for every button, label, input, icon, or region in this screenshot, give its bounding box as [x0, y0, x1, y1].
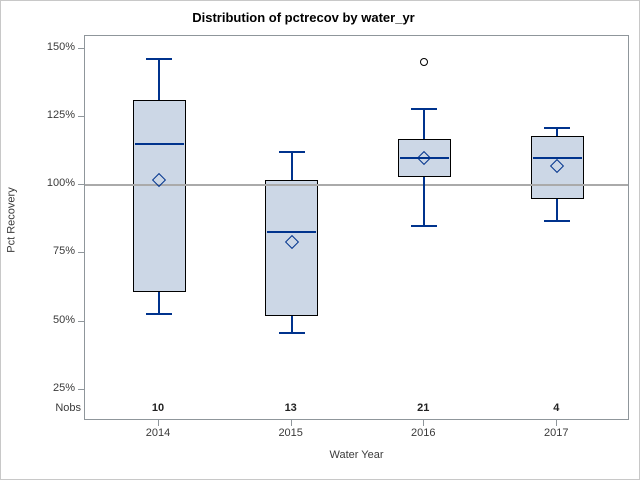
whisker-lower-stem-2014 — [158, 291, 160, 314]
y-axis-label: Pct Recovery — [6, 187, 19, 253]
whisker-upper-cap-2016 — [411, 107, 438, 110]
y-axis-tick-label: 150% — [46, 40, 75, 53]
outlier-point-2016 — [420, 58, 429, 67]
y-axis-tick — [78, 115, 84, 117]
plot-area — [84, 35, 629, 420]
median-line-2015 — [267, 230, 317, 233]
y-axis-tick-label: 75% — [52, 245, 75, 258]
x-axis-label: Water Year — [329, 449, 384, 461]
nobs-value: 4 — [553, 402, 560, 414]
median-line-2016 — [399, 156, 449, 159]
y-axis-tick-label: 125% — [46, 108, 75, 121]
x-axis-tick — [423, 420, 425, 426]
nobs-value: 10 — [151, 402, 165, 414]
whisker-upper-stem-2015 — [290, 152, 293, 180]
median-line-2017 — [532, 156, 582, 159]
nobs-value: 21 — [417, 402, 430, 414]
whisker-lower-stem-2016 — [423, 176, 426, 227]
y-axis-tick — [78, 252, 84, 254]
whisker-lower-cap-2017 — [544, 219, 571, 222]
whisker-upper-cap-2015 — [278, 151, 305, 154]
y-axis-tick-label: 100% — [46, 177, 75, 190]
median-line-2014 — [134, 143, 184, 146]
box-2015 — [265, 179, 319, 317]
x-axis-tick-label: 2016 — [411, 427, 436, 439]
chart-title: Distribution of pctrecov by water_yr — [192, 10, 415, 25]
nobs-value: 13 — [284, 402, 297, 414]
whisker-upper-cap-2017 — [544, 126, 571, 129]
x-axis-tick — [556, 420, 558, 426]
x-axis-tick-label: 2015 — [278, 427, 303, 439]
y-axis-tick — [78, 47, 84, 49]
whisker-upper-stem-2014 — [158, 59, 160, 101]
y-axis-tick — [78, 184, 84, 186]
x-axis-tick — [158, 420, 159, 426]
whisker-upper-stem-2017 — [556, 127, 559, 136]
y-axis-tick-label: 50% — [52, 313, 75, 326]
y-axis-tick-label: 25% — [52, 382, 75, 394]
whisker-lower-cap-2016 — [411, 225, 438, 228]
whisker-lower-cap-2014 — [146, 312, 172, 315]
y-axis-tick — [78, 389, 84, 390]
whisker-lower-stem-2017 — [556, 198, 559, 221]
whisker-lower-stem-2015 — [290, 316, 293, 333]
whisker-upper-cap-2014 — [146, 58, 172, 61]
x-axis-tick-label: 2017 — [544, 427, 569, 439]
y-axis-label-container: Pct Recovery — [3, 35, 21, 405]
box-2017 — [530, 135, 584, 199]
whisker-upper-stem-2016 — [423, 108, 426, 139]
whisker-lower-cap-2015 — [278, 331, 305, 334]
reference-line-100pct — [85, 184, 628, 187]
x-axis-tick — [290, 420, 292, 426]
nobs-row-label: Nobs — [55, 402, 81, 414]
y-axis-tick — [78, 320, 84, 322]
x-axis-tick-label: 2014 — [145, 427, 171, 439]
box-2014 — [132, 100, 186, 292]
